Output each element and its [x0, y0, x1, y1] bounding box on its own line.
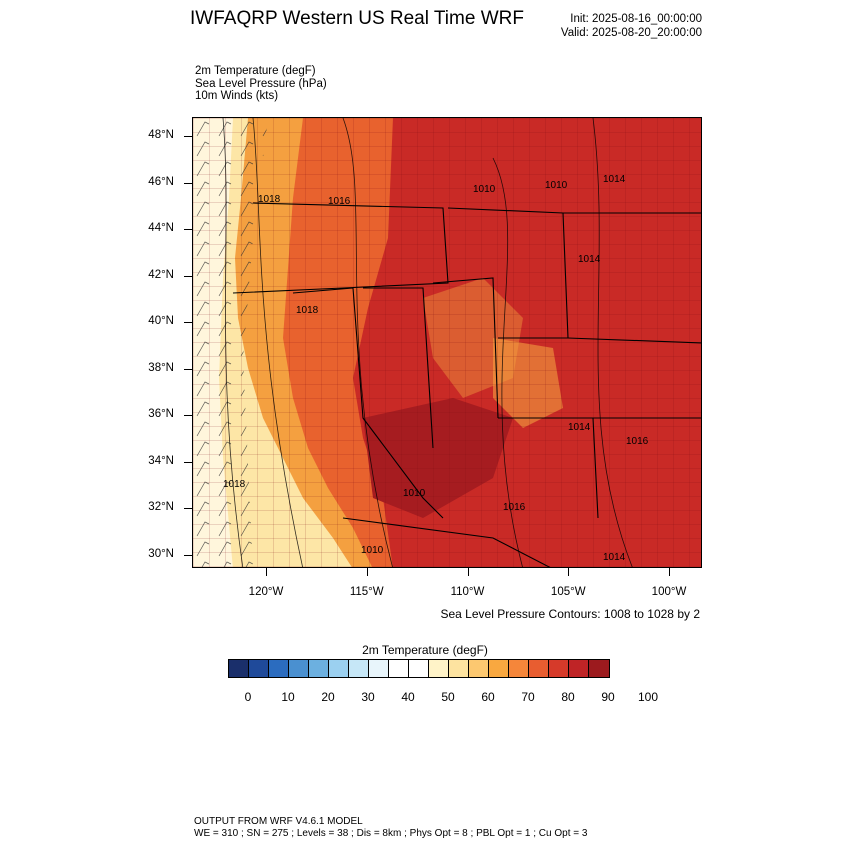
colorbar-label: 70: [521, 690, 535, 704]
colorbar-swatch: [409, 660, 429, 677]
colorbar-swatch: [449, 660, 469, 677]
latitude-tick: [184, 182, 192, 184]
colorbar-swatch: [249, 660, 269, 677]
wind-barbs: [193, 118, 268, 567]
colorbar-swatch: [489, 660, 509, 677]
colorbar-label: 30: [361, 690, 375, 704]
contour-label: 1010: [545, 180, 568, 191]
field-temperature: 2m Temperature (degF): [195, 65, 316, 77]
contour-label: 1016: [328, 196, 351, 207]
colorbar-swatch: [569, 660, 589, 677]
model-config: WE = 310 ; SN = 275 ; Levels = 38 ; Dis …: [194, 827, 588, 839]
longitude-tick: [669, 568, 670, 576]
latitude-label: 38°N: [148, 361, 174, 374]
latitude-tick: [184, 275, 192, 277]
longitude-tick: [266, 568, 267, 576]
colorbar-label: 80: [561, 690, 575, 704]
colorbar-swatch: [289, 660, 309, 677]
colorbar-swatch: [309, 660, 329, 677]
longitude-label: 105°W: [550, 586, 586, 598]
latitude-tick: [184, 229, 192, 230]
colorbar-label: 60: [481, 690, 495, 704]
contour-label: 1014: [603, 552, 626, 563]
colorbar-swatch: [509, 660, 529, 677]
latitude-tick: [184, 136, 192, 137]
latitude-tick: [184, 368, 192, 370]
colorbar-swatch: [349, 660, 369, 677]
run-info: Init: 2025-08-16_00:00:00 Valid: 2025-08…: [561, 12, 702, 40]
latitude-label: 46°N: [148, 175, 174, 188]
contour-label: 1018: [296, 305, 319, 316]
contour-label: 1014: [578, 254, 601, 265]
colorbar-swatch: [469, 660, 489, 677]
latitude-label: 40°N: [148, 315, 174, 327]
pressure-contours: [222, 118, 633, 567]
longitude-label: 115°W: [349, 586, 384, 598]
contour-label: 1018: [223, 479, 246, 490]
colorbar-swatch: [329, 660, 349, 677]
latitude-tick: [184, 554, 192, 556]
longitude-tick: [467, 568, 469, 576]
latitude-tick: [184, 415, 192, 416]
colorbar-swatch: [389, 660, 409, 677]
latitude-tick: [184, 322, 192, 323]
contour-label: 1016: [503, 502, 526, 513]
latitude-label: 48°N: [148, 129, 174, 141]
map-title: IWFAQRP Western US Real Time WRF: [190, 8, 524, 29]
field-list: 2m Temperature (degF) Sea Level Pressure…: [195, 65, 327, 103]
temperature-map: 1018 1016 1010 1010 1014 1014 1018 1014 …: [192, 117, 702, 568]
colorbar-swatch: [269, 660, 289, 677]
colorbar-label: 50: [441, 690, 455, 704]
colorbar-title: 2m Temperature (degF): [362, 643, 488, 657]
contour-labels: 1018 1016 1010 1010 1014 1014 1018 1014 …: [223, 174, 649, 563]
colorbar-swatch: [369, 660, 389, 677]
longitude-label: 120°W: [248, 586, 284, 598]
field-winds: 10m Winds (kts): [195, 90, 279, 102]
colorbar: [228, 659, 610, 678]
slp-contour-note: Sea Level Pressure Contours: 1008 to 102…: [440, 607, 701, 621]
longitude-label: 110°W: [450, 586, 485, 598]
colorbar-label: 40: [401, 690, 415, 704]
longitude-tick: [568, 568, 570, 576]
contour-label: 1016: [626, 436, 649, 447]
latitude-label: 44°N: [148, 222, 174, 234]
contour-label: 1010: [473, 184, 496, 195]
contour-label: 1014: [603, 174, 626, 185]
model-footer: OUTPUT FROM WRF V4.6.1 MODEL WE = 310 ; …: [194, 816, 587, 839]
valid-time: Valid: 2025-08-20_20:00:00: [560, 27, 702, 39]
colorbar-swatch: [589, 660, 609, 677]
colorbar-label: 0: [244, 690, 252, 704]
state-borders: [232, 202, 701, 567]
longitude-label: 100°W: [651, 586, 687, 598]
contour-label: 1010: [361, 545, 384, 556]
latitude-label: 30°N: [148, 547, 174, 560]
colorbar-swatch: [549, 660, 569, 677]
colorbar-label: 10: [281, 690, 295, 704]
latitude-label: 42°N: [148, 268, 174, 281]
latitude-label: 36°N: [148, 408, 174, 420]
model-version: OUTPUT FROM WRF V4.6.1 MODEL: [194, 816, 363, 827]
county-grid: [193, 118, 701, 567]
latitude-tick: [184, 508, 192, 509]
latitude-label: 32°N: [148, 501, 174, 513]
colorbar-label: 20: [321, 690, 335, 704]
init-time: Init: 2025-08-16_00:00:00: [570, 13, 702, 25]
colorbar-swatch: [529, 660, 549, 677]
colorbar-label: 100: [637, 690, 659, 704]
contour-label: 1018: [258, 194, 281, 205]
colorbar-swatch: [229, 660, 249, 677]
colorbar-label: 90: [601, 690, 615, 704]
colorbar-swatch: [429, 660, 449, 677]
contour-label: 1010: [403, 488, 426, 499]
latitude-label: 34°N: [148, 454, 174, 467]
longitude-tick: [366, 568, 368, 576]
contour-label: 1014: [568, 422, 591, 433]
latitude-tick: [184, 461, 192, 463]
map-canvas: 1018 1016 1010 1010 1014 1014 1018 1014 …: [193, 118, 701, 567]
field-pressure: Sea Level Pressure (hPa): [195, 77, 327, 90]
